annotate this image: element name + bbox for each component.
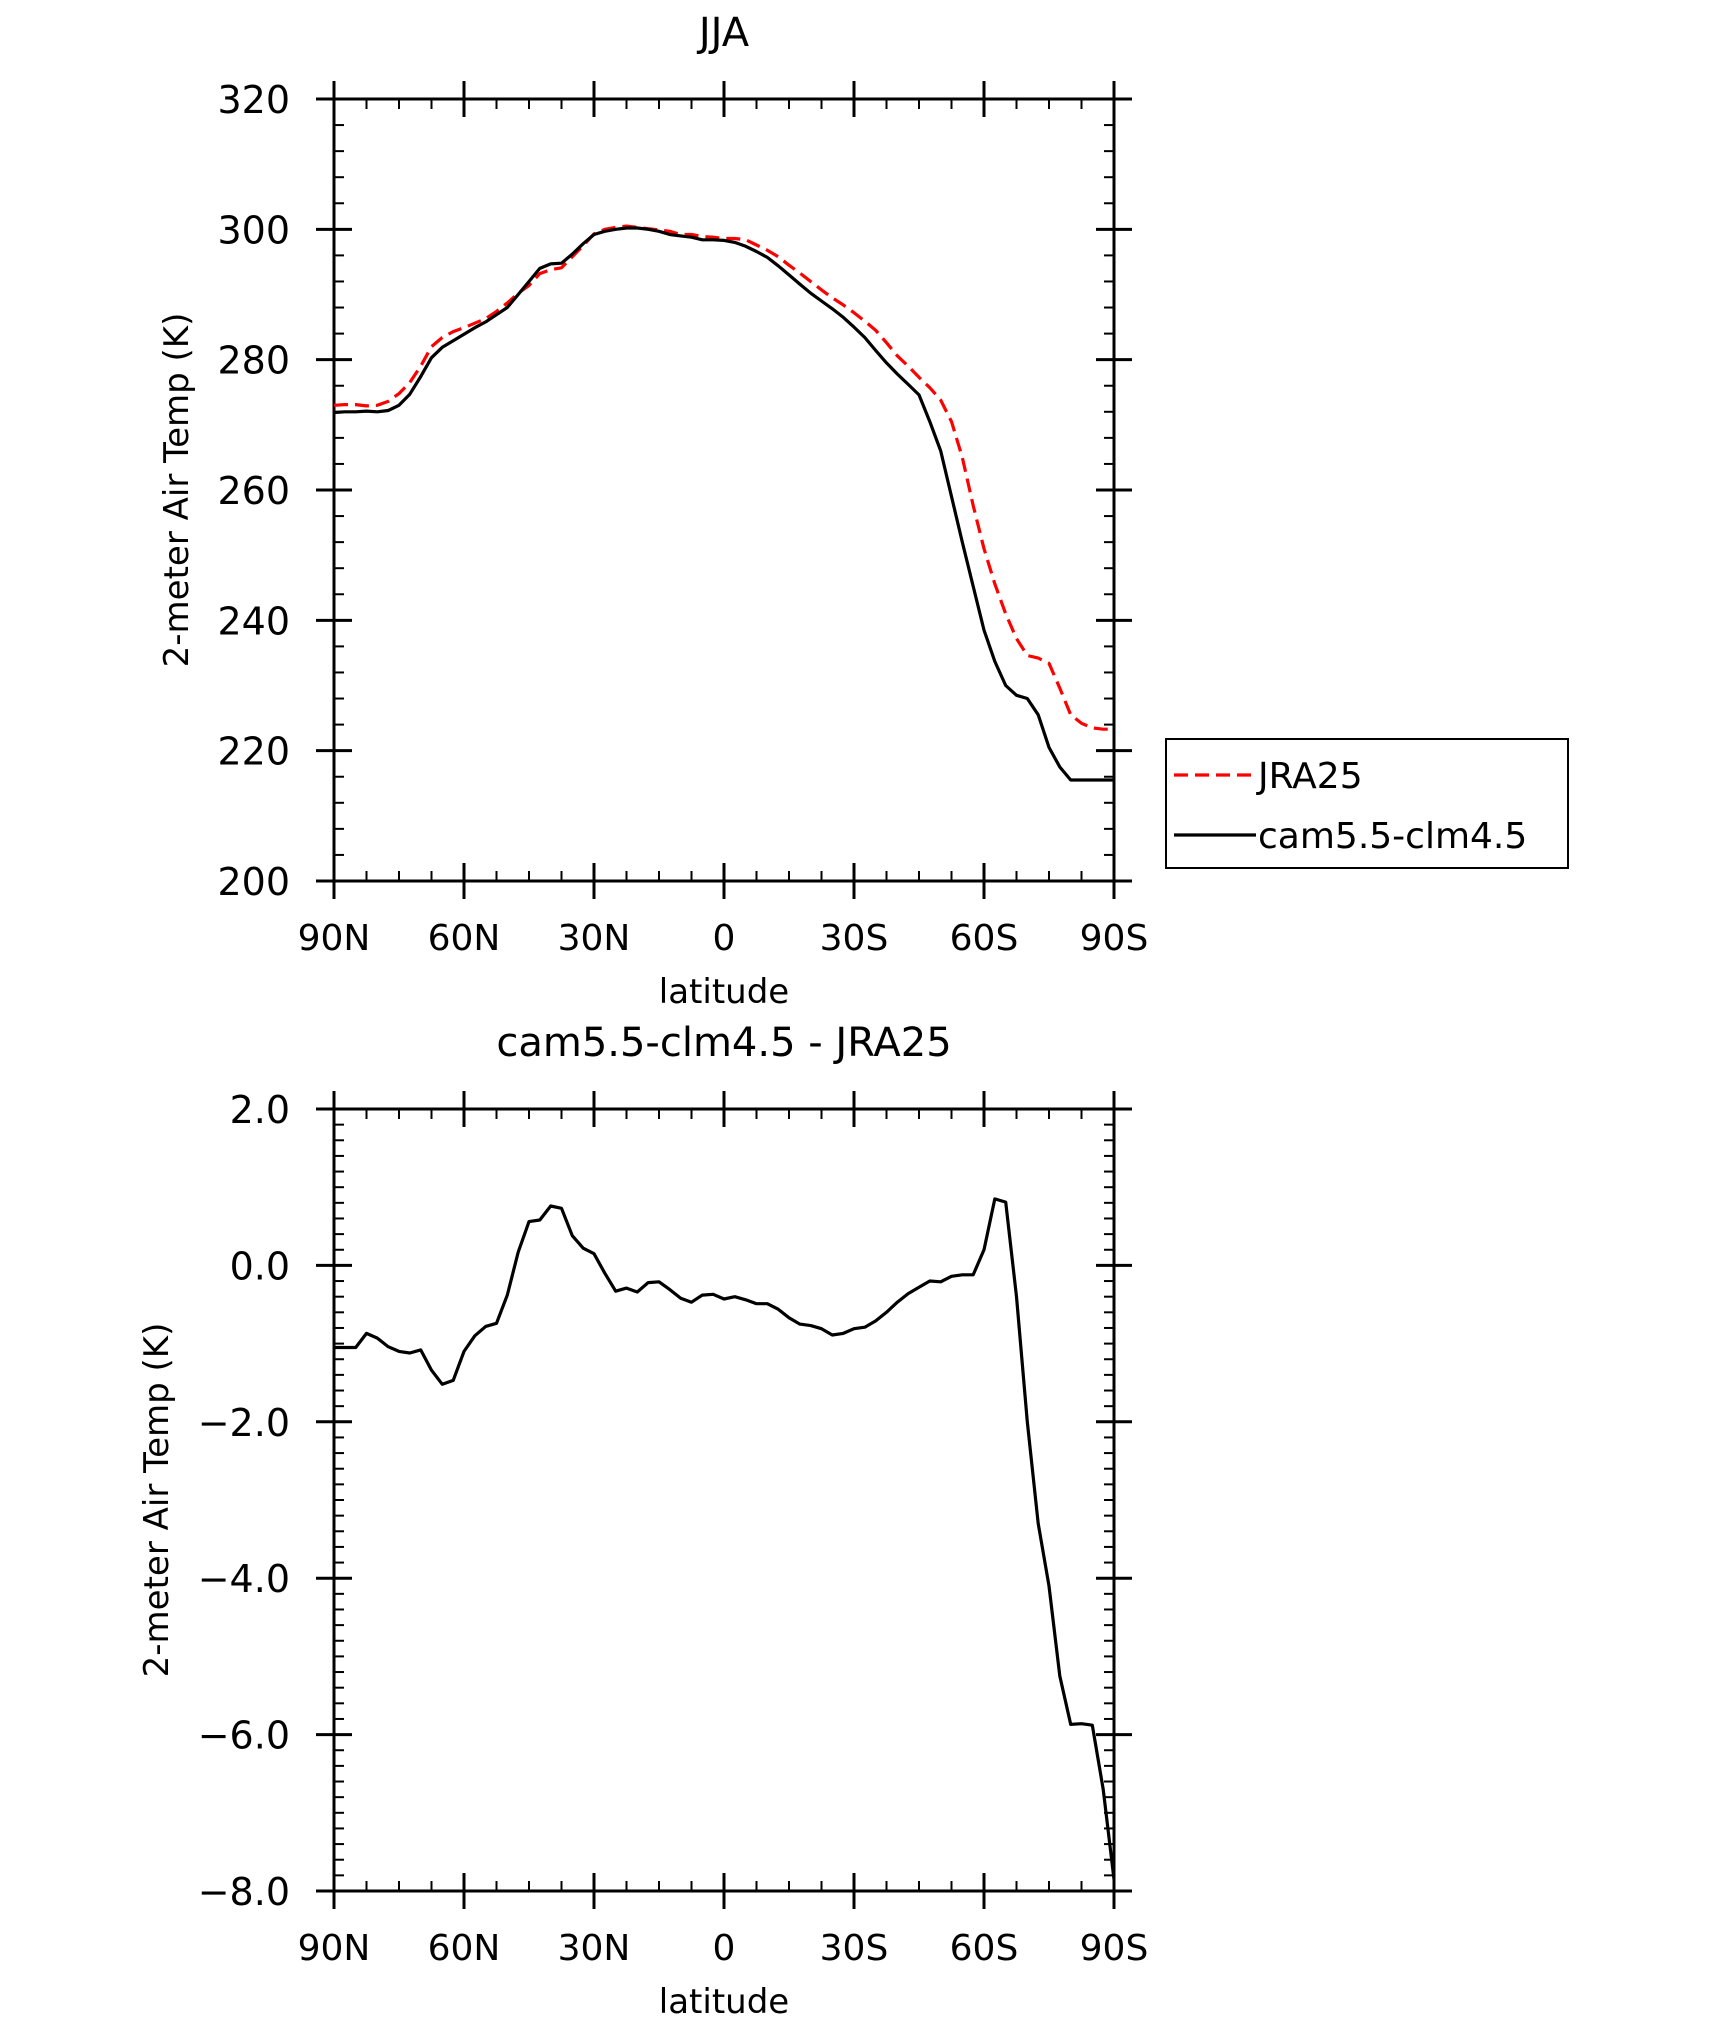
- chart-panel-1: JJA 200 220 240 260 280 300 320 90N 60N 30N 0 30S 60S…: [157, 10, 1569, 1012]
- x-tick-label: 60S: [950, 1928, 1019, 1969]
- y-tick-label: 240: [217, 599, 290, 643]
- y-tick-label: 2.0: [230, 1088, 290, 1132]
- chart-panel-2: cam5.5-clm4.5 - JRA25 −8.0 −6.0 −4.0 −2.0 0.0…: [137, 1020, 1148, 2021]
- x-tick-label: 90S: [1080, 1928, 1149, 1969]
- x-tick-label: 30S: [820, 918, 889, 959]
- y-tick-label: 300: [217, 208, 290, 252]
- chart-title: JJA: [696, 10, 750, 56]
- x-tick-label: 0: [713, 918, 736, 959]
- series-line-cam5.5-clm4.5: [334, 226, 1114, 782]
- x-tick-label: 90N: [298, 918, 371, 959]
- series-line-JRA25: [334, 224, 1114, 731]
- plot-frame: [332, 97, 1116, 883]
- x-axis-label: latitude: [659, 1982, 789, 2021]
- x-tick-label: 60N: [428, 918, 501, 959]
- y-tick-label: 280: [217, 339, 290, 383]
- legend-box: [1165, 738, 1569, 869]
- x-tick-label: 60S: [950, 918, 1019, 959]
- legend-label: cam5.5-clm4.5: [1258, 816, 1527, 857]
- chart-title: cam5.5-clm4.5 - JRA25: [496, 1020, 951, 1066]
- y-tick-label: −8.0: [198, 1870, 290, 1914]
- x-tick-label: 30N: [558, 918, 631, 959]
- plot-frame: [332, 1107, 1116, 1893]
- series-line-difference: [334, 1197, 1114, 1880]
- y-tick-label: 220: [217, 730, 290, 774]
- y-tick-label: 0.0: [230, 1244, 290, 1288]
- x-tick-label: 90N: [298, 1928, 371, 1969]
- x-tick-label: 90S: [1080, 918, 1149, 959]
- y-tick-label: 320: [217, 78, 290, 122]
- y-tick-label: 200: [217, 860, 290, 904]
- y-tick-label: −4.0: [198, 1557, 290, 1601]
- legend-label: JRA25: [1256, 756, 1363, 797]
- y-axis-label: 2-meter Air Temp (K): [157, 313, 197, 668]
- y-axis-label: 2-meter Air Temp (K): [137, 1323, 177, 1678]
- x-tick-label: 0: [713, 1928, 736, 1969]
- y-tick-label: −6.0: [198, 1714, 290, 1758]
- y-tick-label: −2.0: [198, 1401, 290, 1445]
- y-tick-label: 260: [217, 469, 290, 513]
- legend: JRA25 cam5.5-clm4.5: [1165, 738, 1569, 869]
- x-axis-label: latitude: [659, 972, 789, 1012]
- x-tick-label: 60N: [428, 1928, 501, 1969]
- x-tick-label: 30S: [820, 1928, 889, 1969]
- x-tick-label: 30N: [558, 1928, 631, 1969]
